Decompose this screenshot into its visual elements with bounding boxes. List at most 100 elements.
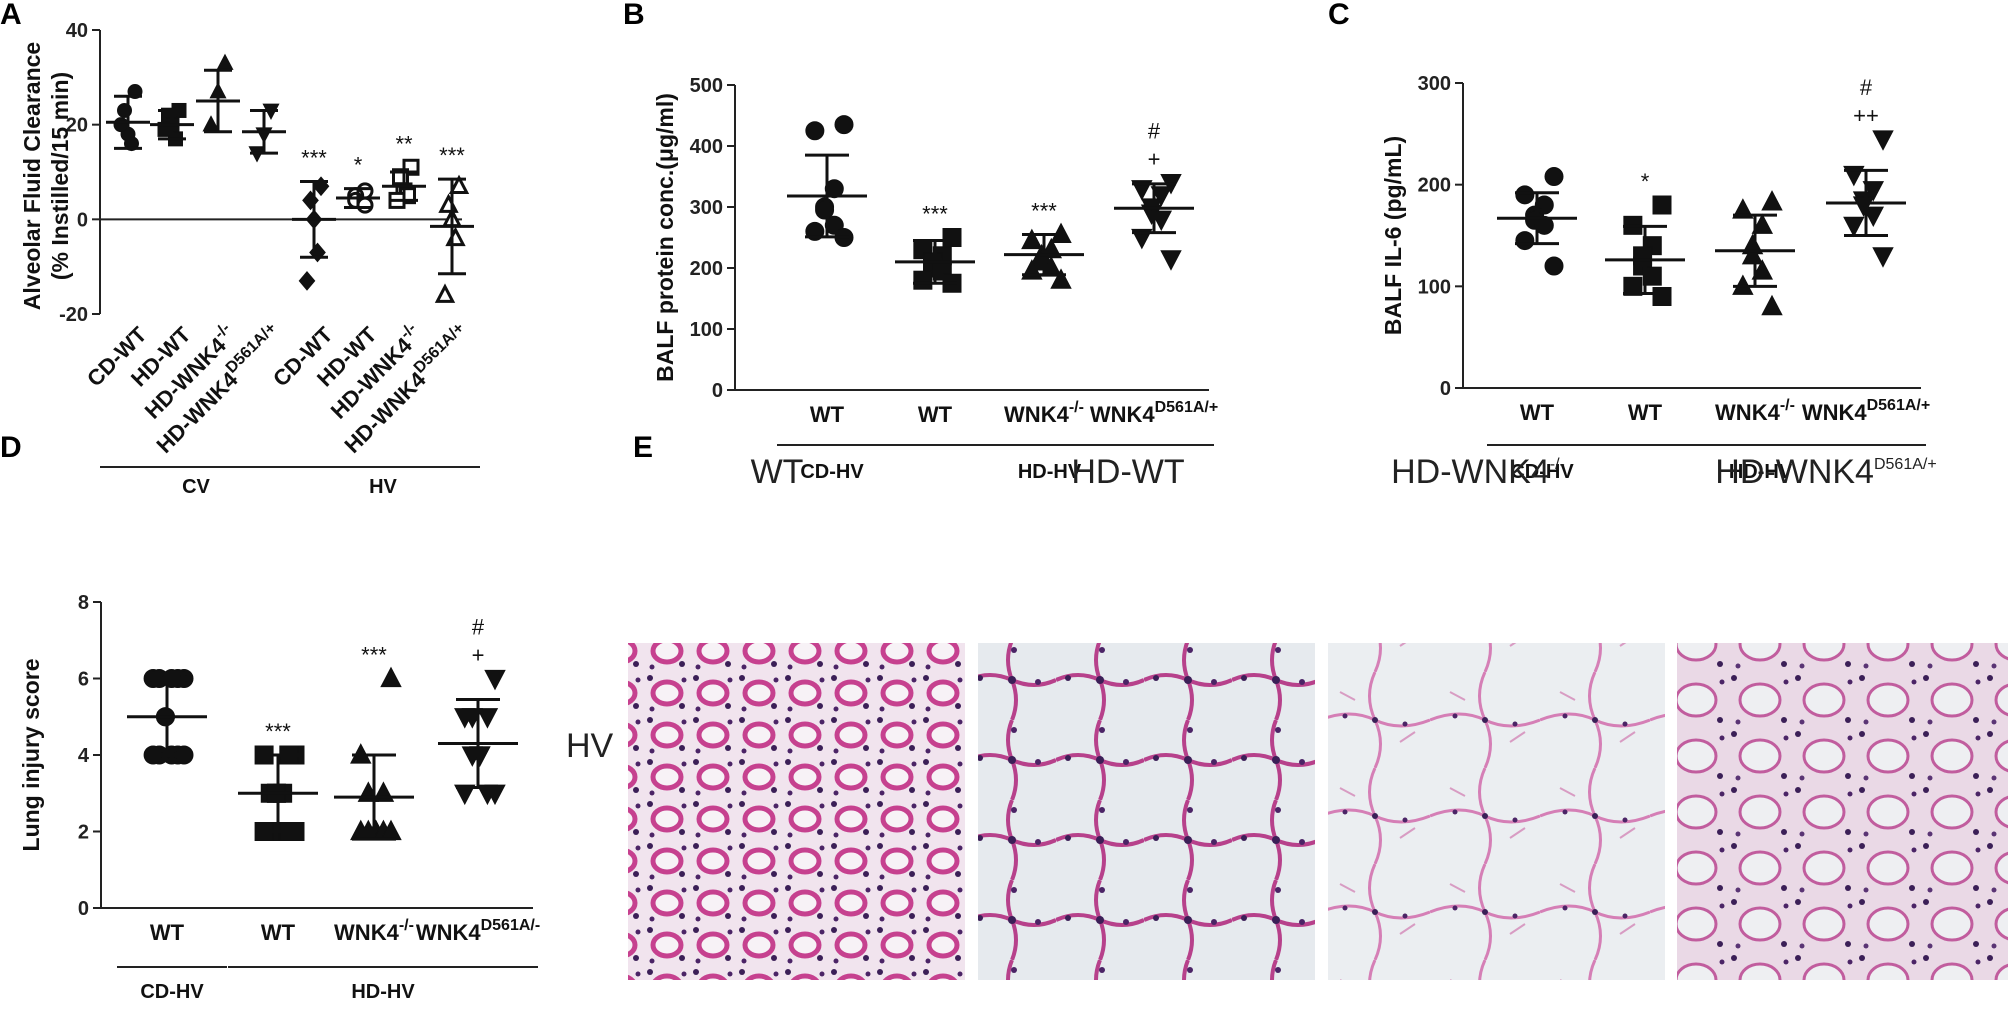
- data-point-c: [1515, 185, 1535, 205]
- histology-title-hd-wnk4-ko: HD-WNK4-/-: [1391, 453, 1565, 491]
- data-point-b: [824, 179, 844, 199]
- y-tick-label-a: -20: [59, 304, 88, 326]
- data-point-c: [1732, 198, 1754, 219]
- group-label-a: HV: [369, 476, 397, 498]
- y-tick-label-d: 2: [78, 822, 89, 844]
- data-point-c: [1544, 167, 1564, 187]
- significance-marker-a: ***: [439, 143, 465, 168]
- group-label-c: CD-HV: [1510, 461, 1574, 483]
- y-tick-label-b: 100: [690, 319, 723, 341]
- category-label-b: WNK4-/-: [1004, 399, 1084, 427]
- data-point-b: [942, 228, 962, 247]
- y-tick-label-b: 200: [690, 258, 723, 280]
- significance-marker-c: #: [1860, 75, 1873, 100]
- data-point-b: [805, 121, 825, 141]
- data-point-c: [1623, 276, 1643, 296]
- group-label-b: HD-HV: [1018, 461, 1082, 483]
- data-point-b: [834, 115, 854, 135]
- significance-marker-b: ***: [1031, 198, 1057, 223]
- histology-panel: HV WT HD-WT HD-WNK4-/- HD-WNK4D561A/+: [566, 453, 2008, 980]
- panel-label-d: D: [0, 431, 22, 464]
- group-label-d: HD-HV: [351, 981, 415, 1003]
- data-point-b: [1131, 228, 1153, 250]
- histology-image-hd-wt: [978, 643, 1315, 980]
- histology-image-wt-upper: [628, 643, 965, 980]
- category-label-d: WT: [150, 920, 185, 945]
- panel-label-c: C: [1328, 0, 1350, 31]
- group-label-b: CD-HV: [800, 461, 864, 483]
- chart-c: 0 100 200 300 BALF IL-6 (pg/mL) * ++ # WT WT WNK4-…: [1380, 73, 1930, 483]
- significance-marker-b: ***: [922, 202, 948, 227]
- significance-marker-b: +: [1148, 147, 1161, 172]
- y-tick-label-c: 100: [1418, 276, 1451, 298]
- y-tick-label-b: 400: [690, 136, 723, 158]
- data-point-c: [1642, 266, 1662, 286]
- histology-image-hd-wnk4-mut: [1677, 643, 2008, 980]
- data-point-a: [356, 196, 374, 214]
- data-point-d: [476, 708, 499, 729]
- data-point-c: [1862, 206, 1885, 228]
- data-point-a: [216, 53, 234, 70]
- data-point-c: [1761, 190, 1783, 211]
- category-label-b: WNK4D561A/+: [1090, 399, 1218, 427]
- data-point-a: [298, 270, 316, 291]
- data-point-b: [913, 270, 933, 290]
- category-label-b: WT: [918, 402, 953, 427]
- y-tick-label-b: 500: [690, 75, 723, 97]
- y-axis-label-c: BALF IL-6 (pg/mL): [1380, 136, 1406, 335]
- data-point-c: [1652, 195, 1672, 215]
- data-point-c: [1534, 215, 1554, 235]
- data-point-b: [1131, 180, 1153, 201]
- y-axis-label-d: Lung injury score: [18, 659, 44, 852]
- data-point-c: [1751, 213, 1774, 234]
- data-point-a: [434, 283, 456, 303]
- panel-label-e: E: [633, 431, 653, 464]
- significance-marker-d: ***: [361, 643, 387, 668]
- data-point-a: [113, 117, 129, 133]
- data-point-b: [1021, 228, 1043, 250]
- data-point-a: [202, 115, 220, 132]
- data-point-b: [1150, 210, 1173, 232]
- significance-marker-a: **: [395, 131, 413, 156]
- y-tick-label-d: 4: [78, 745, 90, 767]
- data-point-a: [445, 226, 466, 247]
- y-tick-label-a: 20: [66, 115, 88, 137]
- data-point-d: [380, 666, 402, 688]
- significance-marker-a: ***: [301, 145, 327, 170]
- data-point-c: [1761, 294, 1783, 316]
- category-label-d: WNK4-/-: [334, 917, 414, 945]
- data-point-c: [1652, 287, 1672, 306]
- data-point-c: [1843, 216, 1865, 238]
- significance-marker-d: ***: [265, 719, 291, 744]
- group-label-c: HD-HV: [1729, 461, 1793, 483]
- y-tick-label-d: 0: [78, 898, 89, 920]
- significance-marker-c: *: [1641, 169, 1650, 194]
- data-point-a: [448, 174, 470, 194]
- data-point-a: [312, 176, 330, 197]
- data-point-d: [484, 784, 506, 806]
- significance-marker-d: +: [472, 643, 485, 668]
- y-axis-label-a: Alveolar Fluid Clearance(% Instilled/15 …: [19, 42, 73, 310]
- significance-marker-a: *: [354, 153, 363, 178]
- category-label-d: WT: [261, 920, 296, 945]
- category-label-c: WNK4-/-: [1715, 397, 1795, 425]
- y-tick-label-d: 8: [78, 592, 89, 614]
- histology-title-hd-wnk4-mut: HD-WNK4D561A/+: [1715, 453, 1936, 491]
- data-point-c: [1544, 256, 1564, 276]
- significance-marker-b: #: [1148, 119, 1161, 144]
- panel-label-b: B: [623, 0, 645, 31]
- data-point-c: [1862, 181, 1885, 202]
- data-point-a: [438, 193, 459, 213]
- y-tick-label-c: 200: [1418, 175, 1451, 197]
- data-point-b: [815, 200, 835, 220]
- group-label-a: CV: [182, 476, 210, 498]
- data-point-d: [454, 784, 476, 806]
- y-tick-label-b: 0: [712, 380, 723, 402]
- data-point-b: [1150, 186, 1173, 207]
- chart-b: 0 100 200 300 400 500 BALF protein conc.(μg/ml…: [652, 75, 1218, 483]
- data-point-c: [1872, 130, 1894, 151]
- y-tick-label-a: 40: [66, 20, 88, 42]
- y-axis-label-b: BALF protein conc.(μg/ml): [652, 93, 678, 382]
